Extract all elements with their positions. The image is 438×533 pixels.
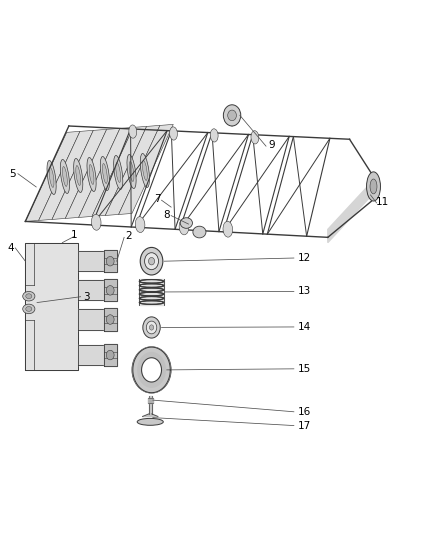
Circle shape xyxy=(106,315,114,324)
Circle shape xyxy=(106,286,114,295)
Ellipse shape xyxy=(89,165,94,184)
Ellipse shape xyxy=(129,161,134,181)
Ellipse shape xyxy=(74,158,83,192)
Polygon shape xyxy=(65,128,120,219)
Ellipse shape xyxy=(370,179,377,194)
Text: 2: 2 xyxy=(125,231,132,241)
Circle shape xyxy=(106,350,114,360)
Polygon shape xyxy=(133,347,170,393)
Ellipse shape xyxy=(49,167,54,188)
Text: 4: 4 xyxy=(7,243,14,253)
Polygon shape xyxy=(25,131,80,221)
Ellipse shape xyxy=(60,159,70,193)
Polygon shape xyxy=(142,414,158,417)
Ellipse shape xyxy=(142,160,147,181)
Ellipse shape xyxy=(129,125,137,138)
Circle shape xyxy=(148,257,155,265)
Ellipse shape xyxy=(116,163,120,182)
Ellipse shape xyxy=(26,294,32,298)
Ellipse shape xyxy=(135,216,145,232)
Circle shape xyxy=(228,110,237,120)
Polygon shape xyxy=(148,398,153,403)
Polygon shape xyxy=(92,126,147,216)
Circle shape xyxy=(140,247,163,275)
Polygon shape xyxy=(104,344,117,366)
Polygon shape xyxy=(104,309,117,330)
Text: 9: 9 xyxy=(268,140,275,150)
Polygon shape xyxy=(79,127,133,217)
Text: 5: 5 xyxy=(9,169,16,179)
Text: 8: 8 xyxy=(163,209,170,220)
Polygon shape xyxy=(52,130,107,220)
Text: 17: 17 xyxy=(297,421,311,431)
Ellipse shape xyxy=(367,172,381,201)
Circle shape xyxy=(106,256,114,266)
Text: 15: 15 xyxy=(297,364,311,374)
Text: 13: 13 xyxy=(297,286,311,296)
Text: 7: 7 xyxy=(154,193,160,204)
Polygon shape xyxy=(149,397,152,414)
Ellipse shape xyxy=(92,214,101,230)
Ellipse shape xyxy=(179,219,189,235)
Ellipse shape xyxy=(26,306,32,311)
Text: 1: 1 xyxy=(71,230,78,240)
Circle shape xyxy=(146,321,157,334)
Ellipse shape xyxy=(140,154,149,188)
Ellipse shape xyxy=(210,129,218,142)
Ellipse shape xyxy=(63,166,67,187)
Polygon shape xyxy=(78,280,104,301)
Ellipse shape xyxy=(127,155,136,189)
Text: 12: 12 xyxy=(297,253,311,263)
Text: 14: 14 xyxy=(297,322,311,332)
Polygon shape xyxy=(78,345,104,365)
Ellipse shape xyxy=(193,226,206,238)
Text: 11: 11 xyxy=(375,197,389,207)
Circle shape xyxy=(145,253,159,270)
Polygon shape xyxy=(119,124,173,214)
Ellipse shape xyxy=(87,157,96,191)
Circle shape xyxy=(149,325,154,330)
Polygon shape xyxy=(139,279,164,305)
Polygon shape xyxy=(104,279,117,302)
Ellipse shape xyxy=(102,164,107,183)
Ellipse shape xyxy=(223,221,233,237)
Text: 16: 16 xyxy=(297,407,311,417)
Ellipse shape xyxy=(47,160,56,195)
Circle shape xyxy=(223,105,241,126)
Ellipse shape xyxy=(180,217,192,228)
Polygon shape xyxy=(78,310,104,329)
Polygon shape xyxy=(105,125,160,215)
Polygon shape xyxy=(104,250,117,272)
Text: 3: 3 xyxy=(83,292,89,302)
Ellipse shape xyxy=(100,157,110,190)
Polygon shape xyxy=(25,243,78,370)
Polygon shape xyxy=(328,180,374,243)
Ellipse shape xyxy=(137,418,163,425)
Polygon shape xyxy=(78,251,104,271)
Polygon shape xyxy=(39,131,93,221)
Ellipse shape xyxy=(170,127,177,140)
Circle shape xyxy=(143,317,160,338)
Ellipse shape xyxy=(113,156,123,189)
Ellipse shape xyxy=(251,131,259,144)
Ellipse shape xyxy=(23,304,35,314)
Ellipse shape xyxy=(23,292,35,301)
Ellipse shape xyxy=(76,166,81,185)
